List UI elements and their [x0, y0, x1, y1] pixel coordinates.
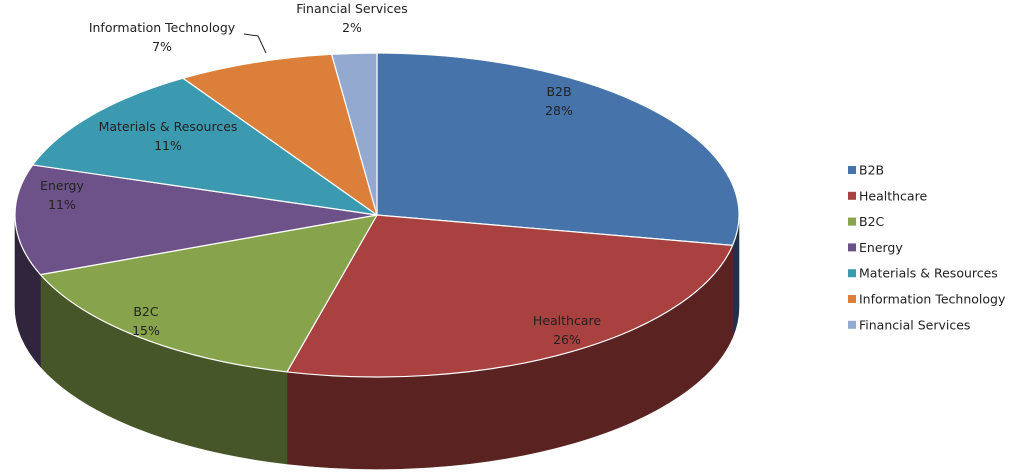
- legend-label-financial-services: Financial Services: [859, 317, 970, 332]
- slice-label-financial-services: Financial Services: [296, 1, 407, 16]
- slice-value-materials-and-resources: 11%: [154, 138, 182, 153]
- leader-line-information-technology: [243, 33, 267, 54]
- legend-swatch-materials-and-resources: [848, 269, 856, 278]
- slice-value-information-technology: 7%: [152, 39, 172, 54]
- slice-label-healthcare: Healthcare: [533, 313, 601, 328]
- slice-label-information-technology: Information Technology: [89, 20, 236, 35]
- slice-financial-services: [331, 52, 378, 216]
- slice-label-materials-and-resources: Materials & Resources: [99, 119, 238, 134]
- slice-label-b2b: B2B: [546, 84, 571, 99]
- legend-swatch-b2b: [848, 166, 856, 174]
- legend-swatch-healthcare: [848, 191, 856, 200]
- slice-b2b: [376, 52, 740, 246]
- legend-swatch-information-technology: [848, 295, 856, 303]
- slice-value-energy: 11%: [48, 197, 76, 212]
- slice-b2c: [39, 214, 378, 373]
- legend-label-b2c: B2C: [859, 214, 885, 229]
- legend: B2B Healthcare B2C Energy Materials & Resour…: [848, 163, 1006, 332]
- slice-value-b2b: 28%: [545, 103, 573, 118]
- legend-swatch-financial-services: [848, 320, 856, 329]
- pie-slices: [14, 52, 740, 470]
- slice-value-financial-services: 2%: [342, 20, 362, 35]
- slice-label-b2c: B2C: [133, 304, 159, 319]
- slice-value-healthcare: 26%: [553, 332, 581, 347]
- slice-healthcare: [286, 214, 734, 378]
- slice-energy: [14, 164, 378, 276]
- slice-labels: B2B 28% Healthcare 26% B2C 15% Energy 11% Materi…: [40, 1, 601, 347]
- slice-label-energy: Energy: [40, 178, 84, 193]
- slice-materials-and-resources: [32, 77, 378, 216]
- legend-label-b2b: B2B: [859, 163, 884, 178]
- legend-label-information-technology: Information Technology: [859, 292, 1006, 307]
- legend-swatch-energy: [848, 243, 856, 252]
- legend-label-energy: Energy: [859, 240, 903, 255]
- legend-swatch-b2c: [848, 217, 856, 226]
- legend-label-healthcare: Healthcare: [859, 188, 927, 203]
- legend-label-materials-and-resources: Materials & Resources: [859, 266, 998, 281]
- slice-value-b2c: 15%: [132, 323, 160, 338]
- slice-information-technology: [182, 53, 378, 216]
